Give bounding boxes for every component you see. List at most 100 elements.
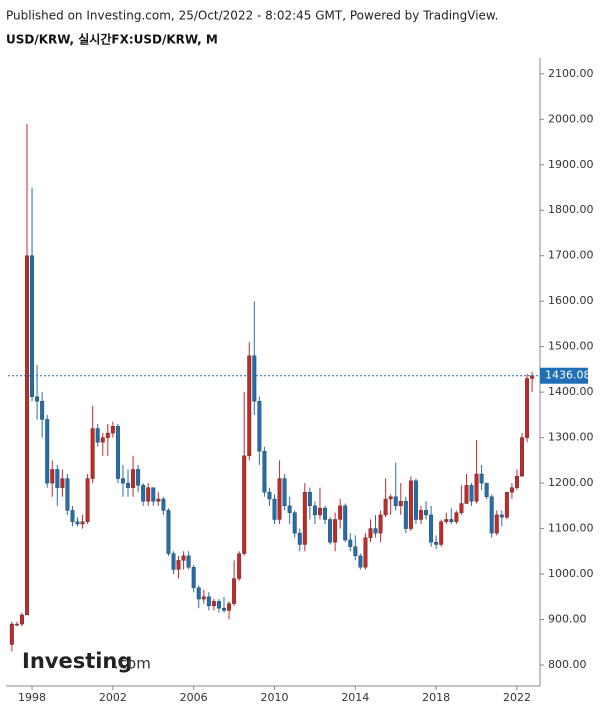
candle-body — [191, 567, 196, 588]
x-tick-label: 2006 — [180, 691, 208, 704]
candle-body — [35, 396, 40, 402]
candle-body — [292, 512, 297, 534]
y-tick-label: 800.00 — [548, 658, 587, 671]
candle-body — [50, 469, 55, 484]
candle-body — [429, 514, 434, 543]
candle-body — [247, 355, 252, 457]
candle-body — [70, 510, 75, 522]
x-tick-label: 2014 — [341, 691, 369, 704]
candle-body — [328, 519, 333, 543]
candle-body — [312, 505, 317, 516]
x-tick-label: 2002 — [99, 691, 127, 704]
candle-body — [267, 491, 272, 500]
candle-body — [9, 623, 14, 645]
candle-body — [464, 485, 469, 504]
candle-body — [146, 487, 151, 502]
candle-body — [14, 623, 19, 626]
y-tick-label: 2100.00 — [548, 67, 594, 80]
candle-body — [373, 528, 378, 534]
candle-body — [287, 505, 292, 513]
candle-body — [388, 496, 393, 500]
candle-body — [459, 503, 464, 513]
candle-body — [237, 553, 242, 579]
candle-body — [156, 498, 161, 502]
candle-body — [525, 378, 530, 438]
candle-body — [479, 473, 484, 484]
candle-body — [141, 485, 146, 502]
candle-body — [262, 451, 267, 493]
candle-body — [297, 532, 302, 545]
x-tick-label: 2022 — [503, 691, 531, 704]
candle-body — [282, 478, 287, 507]
candle-body — [368, 528, 373, 538]
candle-body — [434, 542, 439, 545]
candle-body — [45, 419, 50, 484]
candle-body — [85, 478, 90, 522]
candle-body — [126, 482, 130, 488]
candle-body — [25, 255, 29, 616]
candle-body — [222, 607, 226, 611]
candle-body — [131, 469, 136, 488]
candle-body — [444, 519, 449, 522]
candle-body — [201, 596, 206, 600]
candle-body — [419, 510, 423, 520]
candle-body — [489, 496, 494, 534]
y-tick-label: 1900.00 — [548, 158, 594, 171]
candle-body — [514, 476, 519, 488]
candle-body — [206, 596, 211, 607]
candle-body — [120, 478, 125, 484]
candle-body — [65, 478, 70, 511]
candle-body — [484, 482, 489, 497]
logo-suffix: .com — [114, 655, 151, 673]
y-tick-label: 1700.00 — [548, 249, 594, 262]
candle-body — [242, 455, 247, 554]
candle-body — [469, 485, 474, 502]
candle-body — [358, 555, 363, 568]
candle-body — [454, 512, 459, 522]
candle-body — [398, 501, 403, 507]
candle-body — [227, 603, 232, 611]
candle-body — [75, 521, 80, 525]
candle-body — [302, 491, 307, 545]
candle-body — [323, 507, 327, 520]
candle-body — [136, 469, 141, 486]
y-tick-label: 1400.00 — [548, 385, 594, 398]
x-tick-label: 2018 — [422, 691, 450, 704]
candle-body — [55, 469, 60, 488]
candle-body — [333, 519, 338, 543]
candle-body — [413, 480, 418, 520]
candle-body — [19, 614, 24, 625]
candle-body — [307, 491, 312, 507]
y-tick-label: 1200.00 — [548, 476, 594, 489]
candle-body — [474, 473, 479, 502]
candle-body — [115, 426, 120, 479]
candle-body — [95, 428, 100, 443]
candle-body — [252, 355, 257, 402]
candle-body — [449, 519, 454, 522]
candle-body — [166, 510, 171, 554]
candle-body — [211, 601, 216, 607]
candle-body — [90, 428, 95, 479]
x-tick-label: 1998 — [18, 691, 46, 704]
candle-body — [348, 539, 353, 547]
candle-body — [403, 501, 408, 529]
candle-body — [509, 487, 514, 493]
last-price-label: 1436.08 — [545, 369, 591, 382]
y-tick-label: 1800.00 — [548, 203, 594, 216]
candle-body — [504, 491, 509, 518]
candle-body — [232, 578, 237, 604]
y-tick-label: 1000.00 — [548, 567, 594, 580]
x-tick-label: 2010 — [261, 691, 289, 704]
y-tick-label: 1600.00 — [548, 294, 594, 307]
candle-body — [40, 401, 45, 420]
candle-body — [176, 560, 181, 570]
candle-body — [317, 507, 322, 516]
candle-body — [100, 437, 105, 443]
candle-body — [151, 487, 156, 502]
candle-body — [408, 480, 413, 529]
candle-body — [196, 587, 201, 600]
candle-body — [393, 496, 398, 507]
y-tick-label: 2000.00 — [548, 112, 594, 125]
y-tick-label: 1100.00 — [548, 522, 594, 535]
